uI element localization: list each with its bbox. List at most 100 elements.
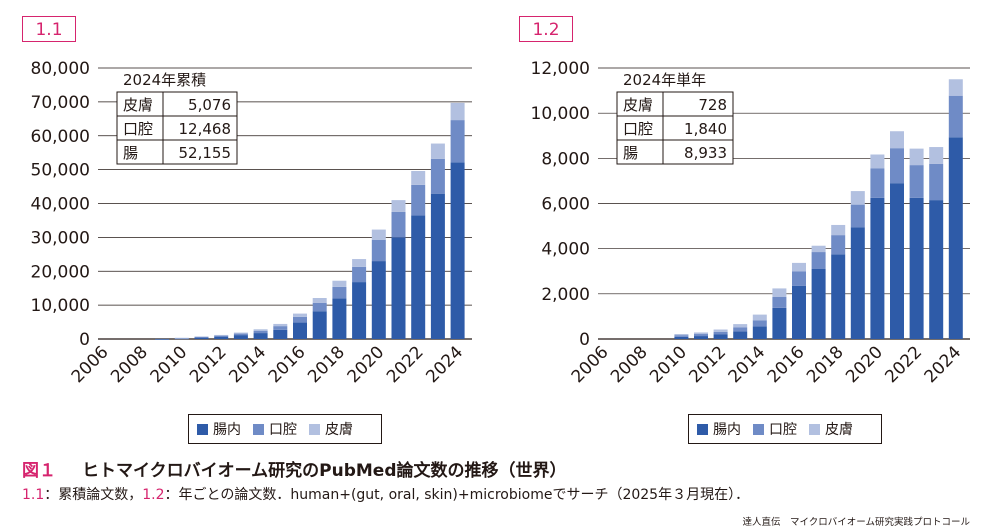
legend-item-gut: 腸内 [697, 419, 741, 439]
bar-segment [929, 200, 944, 339]
inset-label: 皮膚 [123, 96, 153, 114]
bar-segment [233, 333, 248, 336]
bar-segment [948, 137, 963, 339]
bar-segment [293, 316, 307, 323]
x-tick-label: 2008 [107, 342, 152, 387]
y-tick-label: 20,000 [31, 262, 90, 282]
inset-table [616, 91, 734, 165]
bar-segment [194, 337, 209, 339]
legend-label-oral: 口腔 [269, 422, 297, 438]
bar-segment [674, 335, 689, 337]
footer-book-title: 達人直伝 マイクロバイオーム研究実践プロトコール [742, 517, 970, 528]
x-tick-label: 2012 [186, 342, 231, 387]
bar-segment [733, 331, 748, 339]
x-tick-label: 2016 [265, 342, 310, 387]
figure-caption-title: 図１ ヒトマイクロバイオーム研究のPubMed論文数の推移（世界） [22, 456, 567, 481]
bar-segment [233, 332, 248, 334]
bar-segment [273, 326, 288, 330]
bar-segment [752, 326, 767, 339]
bar-segment [752, 314, 767, 321]
x-tick-label: 2008 [607, 342, 652, 387]
bar-segment [293, 313, 307, 317]
x-tick-label: 2022 [881, 342, 926, 387]
x-tick-label: 2016 [764, 342, 809, 387]
bar-segment [733, 327, 748, 332]
bar-segment [733, 324, 748, 328]
y-tick-label: 40,000 [31, 195, 90, 215]
legend-item-gut: 腸内 [197, 419, 241, 439]
bar-segment [929, 163, 944, 201]
bar-segment [792, 262, 806, 272]
bar-segment [273, 323, 288, 327]
sub-text-2: ：年ごとの論文数．human+(gut, oral, skin)+microbi… [164, 487, 750, 503]
x-tick-label: 2024 [921, 342, 966, 387]
bar-segment [352, 259, 367, 267]
y-tick-label: 70,000 [31, 93, 90, 113]
bar-segment [214, 334, 229, 336]
inset-value: 8,933 [684, 144, 727, 162]
y-tick-label: 0 [579, 330, 590, 350]
legend-label-skin: 皮膚 [825, 422, 853, 438]
figure-label: 図１ [22, 461, 56, 481]
y-tick-label: 10,000 [531, 104, 590, 124]
legend-swatch-gut [697, 423, 708, 435]
bar-segment [352, 282, 367, 339]
bar-segment [155, 338, 170, 340]
bar-segment [312, 311, 327, 339]
y-tick-label: 4,000 [541, 240, 590, 260]
bar-segment [253, 333, 268, 339]
bar-segment [194, 336, 209, 338]
panel-tag-1-1: 1.1 [22, 16, 76, 42]
x-tick-label: 2014 [225, 342, 270, 387]
bar-segment [772, 296, 787, 308]
bar-segment [332, 280, 347, 287]
legend-swatch-skin [809, 423, 820, 435]
legend-swatch-oral [253, 423, 264, 435]
inset-value: 52,155 [179, 144, 232, 162]
bar-segment [391, 211, 406, 238]
legend-label-gut: 腸内 [713, 422, 741, 438]
bar-segment [411, 215, 426, 339]
inset-label: 口腔 [123, 120, 153, 138]
y-tick-label: 10,000 [31, 296, 90, 316]
x-tick-label: 2010 [147, 342, 192, 387]
bar-segment [909, 148, 924, 166]
legend-swatch-skin [309, 423, 320, 435]
bar-segment [870, 154, 885, 169]
legend-label-skin: 皮膚 [325, 422, 353, 438]
y-tick-label: 30,000 [31, 228, 90, 248]
legend-label-oral: 口腔 [769, 422, 797, 438]
legend-swatch-gut [197, 423, 208, 435]
bar-segment [273, 329, 288, 339]
bar-segment [850, 227, 865, 339]
bar-segment [371, 261, 386, 339]
inset-value: 12,468 [179, 120, 232, 138]
bar-segment [890, 131, 904, 149]
inset-title: 2024年単年 [623, 71, 706, 89]
bar-segment [909, 165, 924, 198]
sub-label-2: 1.2 [142, 487, 165, 503]
bar-segment [929, 147, 944, 164]
bar-segment [194, 336, 209, 338]
bar-segment [174, 337, 189, 339]
bar-segment [831, 235, 846, 255]
bar-segment [792, 271, 806, 286]
bar-segment [870, 168, 885, 198]
bar-segment [674, 334, 689, 336]
y-tick-label: 80,000 [31, 59, 90, 79]
inset-label: 口腔 [623, 120, 653, 138]
bar-segment [450, 102, 465, 121]
bar-segment [792, 285, 806, 339]
bar-segment [811, 252, 826, 269]
x-tick-label: 2022 [383, 342, 428, 387]
bar-segment [391, 200, 406, 212]
bar-segment [713, 329, 728, 332]
bar-segment [694, 336, 708, 339]
bar-segment [233, 335, 248, 339]
y-tick-label: 8,000 [541, 149, 590, 169]
x-tick-label: 2006 [68, 342, 113, 387]
legend-swatch-oral [753, 423, 764, 435]
legend-item-skin: 皮膚 [309, 419, 353, 439]
bar-segment [948, 79, 963, 96]
bar-segment [430, 158, 445, 194]
